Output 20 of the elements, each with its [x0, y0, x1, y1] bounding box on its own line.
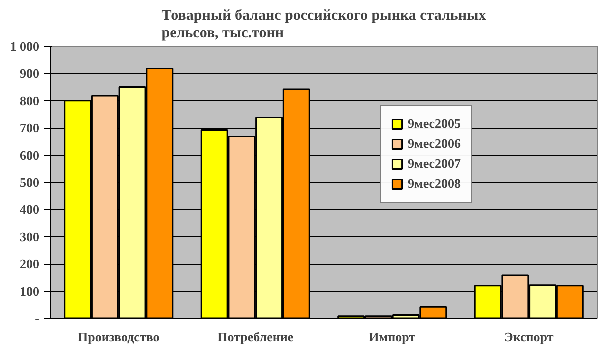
y-tick-label: -	[35, 311, 40, 326]
y-tick-label: 900	[20, 66, 40, 82]
chart-title: Товарный баланс российского рынка стальных рельсов, тыс.тонн	[162, 8, 487, 42]
y-tick-label: 200	[20, 256, 40, 272]
x-tick-label: Потребление	[218, 330, 294, 344]
x-tick-label: Импорт	[369, 330, 416, 344]
legend-label: 9мес2008	[408, 176, 462, 192]
y-tick-label: 700	[20, 120, 40, 136]
legend-label: 9мес2007	[408, 156, 462, 172]
x-tick-label: Экспорт	[504, 330, 554, 344]
y-tick-label: 500	[20, 175, 40, 190]
y-tick-label: 300	[20, 229, 40, 244]
x-tick-label: Производство	[78, 330, 160, 344]
y-tick-label: 1 000	[10, 39, 40, 54]
legend-label: 9мес2006	[408, 136, 462, 152]
legend-label: 9мес2005	[408, 116, 462, 132]
y-tick-label: 800	[20, 93, 40, 108]
y-tick-label: 100	[20, 284, 40, 299]
y-tick-label: 400	[20, 202, 40, 218]
y-tick-label: 600	[20, 148, 40, 163]
